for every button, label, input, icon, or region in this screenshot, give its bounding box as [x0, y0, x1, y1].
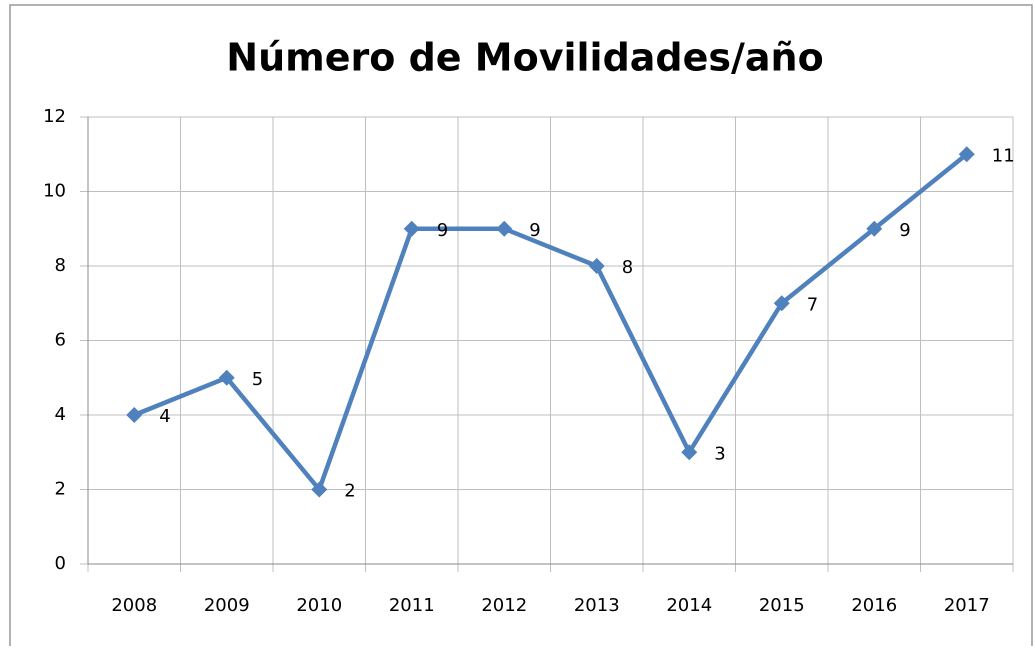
- point-marker: [681, 444, 698, 461]
- point-marker: [403, 220, 420, 237]
- data-label: 4: [159, 406, 170, 427]
- y-tick-label: 12: [43, 106, 66, 127]
- data-label: 3: [714, 443, 725, 464]
- data-label: 9: [899, 220, 910, 241]
- x-tick-label: 2011: [389, 595, 435, 616]
- data-label: 11: [992, 145, 1015, 166]
- data-label: 9: [529, 220, 540, 241]
- x-tick-label: 2015: [759, 595, 805, 616]
- data-label: 7: [807, 294, 818, 315]
- x-tick-label: 2016: [851, 595, 897, 616]
- y-tick-label: 6: [55, 330, 66, 351]
- data-label: 5: [252, 369, 263, 390]
- x-tick-label: 2017: [944, 595, 990, 616]
- line-series: [133, 152, 969, 492]
- x-tick-label: 2008: [111, 595, 157, 616]
- point-marker: [866, 220, 883, 237]
- point-marker: [218, 369, 235, 386]
- point-marker: [126, 407, 143, 423]
- data-label: 8: [622, 257, 633, 278]
- data-label: 9: [437, 220, 448, 241]
- y-tick-label: 2: [55, 479, 66, 500]
- x-tick-label: 2009: [204, 595, 250, 616]
- x-tick-label: 2012: [481, 595, 527, 616]
- point-marker: [496, 220, 513, 237]
- x-tick-label: 2010: [296, 595, 342, 616]
- chart-title: Número de Movilidades/año: [226, 36, 823, 80]
- y-tick-label: 0: [55, 553, 66, 574]
- data-label: 2: [344, 481, 355, 502]
- point-marker: [588, 258, 605, 274]
- x-tick-label: 2013: [574, 595, 620, 616]
- point-marker: [311, 481, 328, 498]
- y-tick-label: 10: [43, 181, 66, 202]
- y-tick-label: 8: [55, 255, 66, 276]
- point-marker: [773, 295, 790, 312]
- point-marker: [958, 146, 975, 163]
- chart-frame: [9, 4, 1033, 650]
- y-tick-label: 4: [55, 404, 66, 425]
- x-tick-label: 2014: [666, 595, 712, 616]
